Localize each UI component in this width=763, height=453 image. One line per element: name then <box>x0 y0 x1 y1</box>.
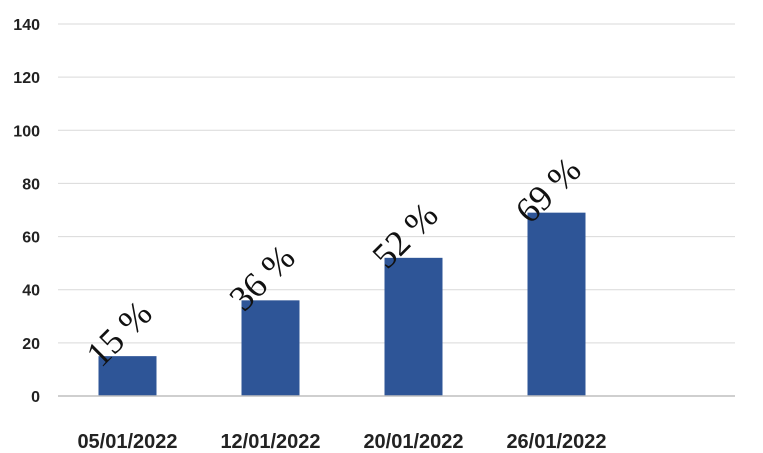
y-tick-label: 20 <box>22 336 40 353</box>
x-category-label: 26/01/2022 <box>506 431 606 453</box>
gridlines <box>58 23 735 344</box>
x-category-label: 20/01/2022 <box>363 431 463 453</box>
x-category-label: 12/01/2022 <box>220 431 320 453</box>
y-tick-label: 60 <box>22 230 40 247</box>
y-tick-label: 0 <box>31 389 40 406</box>
x-category-label: 05/01/2022 <box>77 431 177 453</box>
y-tick-label: 40 <box>22 283 40 300</box>
bar <box>527 212 586 396</box>
y-tick-label: 100 <box>13 123 40 140</box>
y-axis-ticks: 0 20 40 60 80 100 120 140 <box>13 17 40 406</box>
y-tick-label: 80 <box>22 176 40 193</box>
x-axis-categories: 05/01/2022 12/01/2022 20/01/2022 26/01/2022 <box>77 431 606 453</box>
bar <box>384 257 443 396</box>
bar <box>98 356 157 396</box>
y-tick-label: 140 <box>13 17 40 34</box>
bar <box>241 300 300 396</box>
y-tick-label: 120 <box>13 70 40 87</box>
bars <box>98 212 586 396</box>
